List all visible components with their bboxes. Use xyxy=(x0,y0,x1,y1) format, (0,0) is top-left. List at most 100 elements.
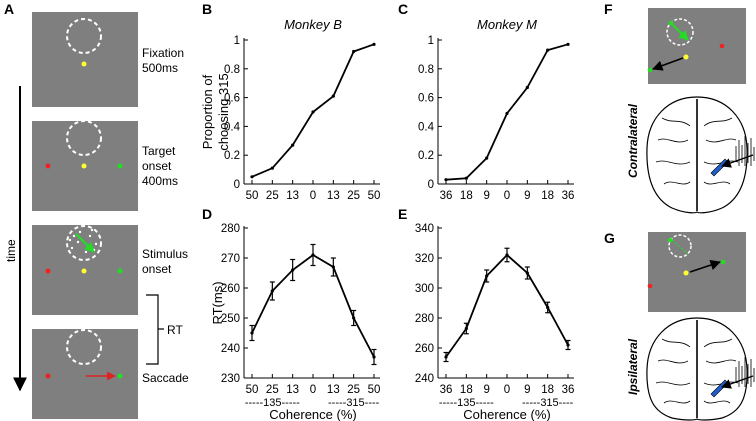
rt-label: RT xyxy=(167,323,183,337)
data-point xyxy=(525,85,529,90)
y-tick-label: 0.6 xyxy=(418,93,434,105)
y-tick-label: 250 xyxy=(221,313,240,325)
x-tick-label: 0 xyxy=(504,384,510,396)
x-tick-label: 9 xyxy=(524,190,530,202)
x-tick-label: 25 xyxy=(266,384,279,396)
x-axis-label: Coherence (%) xyxy=(269,407,356,421)
x-tick-label: 18 xyxy=(460,190,473,202)
x-tick-label: 9 xyxy=(524,384,530,396)
fixation-point xyxy=(683,270,689,276)
motion-direction-arrow xyxy=(75,233,95,253)
x-tick-label: 25 xyxy=(347,384,360,396)
spike-train-icon xyxy=(735,357,755,387)
x-tick-label: 0 xyxy=(504,190,510,202)
y-tick-label: 1 xyxy=(428,35,434,47)
target-green xyxy=(668,20,674,26)
time-label: time xyxy=(4,239,18,262)
fixation-point xyxy=(81,163,87,169)
event-sub-stimulus: onset xyxy=(142,262,172,276)
x-tick-label: 50 xyxy=(368,384,381,396)
series-line xyxy=(445,253,569,358)
data-point xyxy=(270,289,274,293)
y-tick-label: 0.2 xyxy=(418,150,434,162)
rf-aperture xyxy=(666,18,694,46)
data-point xyxy=(352,316,356,320)
event-label-saccade: Saccade xyxy=(142,371,189,385)
chart-title: Monkey B xyxy=(284,17,342,32)
screen-bg xyxy=(648,232,746,312)
rf-aperture xyxy=(66,18,102,54)
data-point xyxy=(444,355,448,359)
event-duration-target: 400ms xyxy=(142,174,178,188)
panel-label-d: D xyxy=(202,206,212,222)
data-point xyxy=(505,253,509,257)
y-tick-label: 0.8 xyxy=(224,64,240,76)
chart-psychometric-monkey-m: 0 0.2 0.4 0.6 0.8 1 36 18 9 0 9 18 36 Monkey M xyxy=(418,17,574,202)
fixation-point xyxy=(81,268,87,274)
data-point xyxy=(250,175,254,179)
rf-aperture xyxy=(66,329,102,365)
target-red xyxy=(719,43,725,49)
screen-bg xyxy=(32,12,138,107)
screen-saccade xyxy=(32,329,138,419)
y-tick-label: 0.4 xyxy=(224,121,241,133)
screen-contralateral xyxy=(647,8,746,84)
y-tick-label: 0.4 xyxy=(418,121,435,133)
y-tick-label: 1 xyxy=(234,35,240,47)
y-axis-label: choosing 315 xyxy=(216,73,231,150)
x-tick-label: 13 xyxy=(286,190,299,202)
data-point xyxy=(485,274,489,278)
x-tick-label: 50 xyxy=(246,190,259,202)
panel-label-a: A xyxy=(4,1,14,17)
x-tick-label: 36 xyxy=(562,384,575,396)
data-point xyxy=(311,110,315,114)
x-tick-label: 13 xyxy=(327,384,340,396)
data-point xyxy=(331,94,335,98)
data-point xyxy=(566,343,570,347)
data-point xyxy=(311,253,315,257)
data-point xyxy=(444,178,448,182)
rt-bracket xyxy=(146,294,159,365)
x-axis-label: Coherence (%) xyxy=(463,407,550,421)
motion-direction-arrow xyxy=(671,23,689,41)
data-point xyxy=(464,176,468,180)
x-tick-label: 13 xyxy=(327,190,340,202)
event-label-fixation: Fixation xyxy=(142,46,184,60)
x-tick-label: 50 xyxy=(246,384,259,396)
panel-label-g: G xyxy=(604,230,615,246)
x-tick-label: 36 xyxy=(562,190,575,202)
y-axis-label: RT(ms) xyxy=(210,281,225,324)
group-label: -----135----- xyxy=(245,397,300,409)
brain-contralateral xyxy=(646,96,755,214)
x-tick-label: 36 xyxy=(440,384,453,396)
screen-target-onset xyxy=(32,120,138,211)
event-label-target: Target xyxy=(142,144,176,158)
spike-train-icon xyxy=(735,136,755,166)
x-tick-label: 9 xyxy=(483,384,489,396)
y-tick-label: 280 xyxy=(221,223,240,235)
x-tick-label: 50 xyxy=(368,190,381,202)
fixation-point xyxy=(81,61,87,67)
screen-bg xyxy=(648,8,746,84)
data-point xyxy=(546,48,550,52)
y-tick-label: 0 xyxy=(234,179,240,191)
target-green xyxy=(117,163,123,169)
x-tick-label: 18 xyxy=(541,190,554,202)
y-tick-label: 340 xyxy=(415,223,434,235)
target-red xyxy=(45,163,51,169)
group-label: -----135----- xyxy=(439,397,494,409)
motion-direction-arrow xyxy=(671,239,689,255)
target-red xyxy=(45,373,51,379)
data-point xyxy=(291,268,295,272)
chart-psychometric-monkey-b: 0 0.2 0.4 0.6 0.8 1 50 25 13 0 13 25 50 Monkey B Propo… xyxy=(200,17,380,202)
x-tick-label: 0 xyxy=(310,190,316,202)
panel-label-b: B xyxy=(202,1,212,17)
data-point xyxy=(505,111,509,116)
target-green xyxy=(117,373,123,379)
data-point xyxy=(372,355,376,359)
data-point xyxy=(485,156,489,160)
x-tick-label: 36 xyxy=(440,190,453,202)
panel-label-c: C xyxy=(398,1,408,17)
y-tick-label: 320 xyxy=(415,253,434,265)
